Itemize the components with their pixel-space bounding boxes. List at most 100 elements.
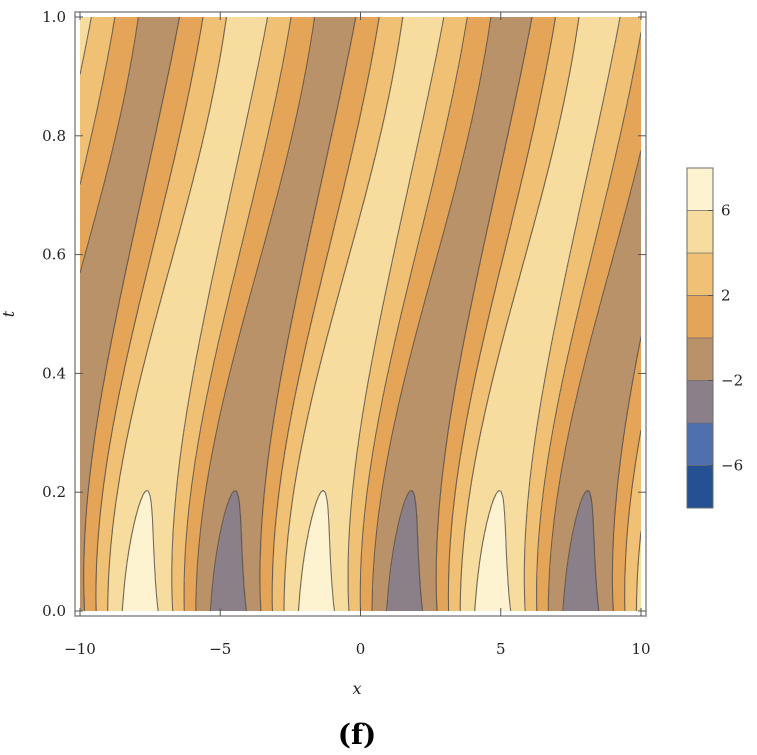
contour-band-cell (541, 509, 557, 513)
contour-band-cell (144, 286, 166, 289)
contour-band-cell (466, 422, 484, 426)
contour-band-cell (388, 592, 423, 596)
contour-band-cell (111, 549, 130, 552)
contour-band-cell (576, 513, 594, 517)
contour-band-cell (305, 426, 362, 430)
contour-band-cell (127, 266, 149, 269)
contour-band-cell (349, 543, 363, 546)
contour-band-cell (188, 406, 206, 410)
contour-band-cell (80, 563, 85, 566)
contour-band-cell (172, 594, 185, 598)
contour-band-cell (355, 232, 399, 235)
contour-band-cell (202, 515, 225, 519)
contour-band-cell (194, 371, 213, 374)
contour-band-cell (92, 460, 108, 463)
contour-band-cell (104, 486, 120, 489)
contour-band-cell (272, 592, 285, 596)
contour-band-cell (483, 539, 508, 542)
contour-band-cell (272, 432, 289, 435)
contour-band-cell (377, 331, 398, 334)
contour-band-cell (307, 341, 327, 344)
contour-band-cell (560, 474, 620, 477)
contour-band-cell (372, 604, 388, 608)
contour-band-cell (211, 602, 247, 606)
contour-band-cell (166, 280, 213, 283)
contour-band-cell (479, 436, 537, 439)
contour-band-cell (343, 276, 390, 279)
contour-band-cell (403, 210, 428, 214)
contour-band-cell (335, 307, 383, 311)
contour-band-cell (139, 383, 193, 386)
contour-band-cell (394, 545, 420, 548)
contour-band-cell (80, 369, 107, 372)
contour-band-cell (461, 351, 482, 354)
contour-band-cell (469, 311, 491, 315)
contour-band-cell (489, 218, 514, 222)
contour-band-cell (524, 598, 538, 602)
contour-band-cell (246, 311, 294, 315)
contour-band-cell (88, 499, 103, 503)
contour-band-cell (80, 220, 95, 224)
contour-band-cell (556, 410, 575, 414)
contour-band-cell (317, 497, 328, 501)
contour-band-cell (626, 418, 641, 422)
contour-band-cell (313, 220, 336, 224)
contour-band-cell (460, 604, 477, 608)
contour-band-cell (595, 236, 620, 239)
contour-band-cell (604, 288, 641, 291)
contour-band-cell (613, 547, 628, 550)
contour-band-cell (549, 569, 568, 572)
contour-band-cell (419, 565, 438, 568)
contour-band-cell (80, 573, 85, 576)
contour-band-cell (92, 462, 108, 465)
contour-band-cell (80, 533, 86, 536)
contour-band-cell (212, 589, 246, 592)
contour-band-cell (223, 400, 278, 404)
contour-band-cell (460, 587, 478, 590)
contour-band-cell (593, 535, 615, 538)
contour-band-cell (334, 226, 358, 230)
contour-band-cell (221, 329, 242, 333)
contour-band-cell (332, 581, 349, 584)
contour-band-cell (473, 470, 533, 473)
contour-band-cell (157, 594, 173, 598)
contour-band-cell (284, 604, 300, 608)
contour-band-cell (538, 543, 553, 546)
contour-band-cell (537, 561, 552, 564)
contour-band-cell (110, 559, 129, 562)
contour-band-cell (580, 501, 593, 505)
contour-band-cell (208, 478, 267, 481)
contour-band-cell (437, 539, 452, 542)
contour-band-cell (432, 272, 480, 275)
contour-band-cell (579, 385, 633, 388)
contour-band-cell (481, 349, 502, 352)
contour-band-cell (479, 565, 509, 568)
contour-band-cell (280, 486, 295, 489)
contour-band-cell (389, 581, 422, 584)
contour-band-cell (334, 604, 350, 608)
contour-band-cell (201, 333, 221, 336)
contour-band-cell (550, 561, 569, 564)
contour-band-cell (222, 325, 243, 329)
contour-band-cell (334, 309, 383, 313)
contour-band-cell (309, 408, 364, 412)
contour-band-cell (508, 317, 558, 321)
contour-band-cell (486, 230, 511, 234)
contour-band-cell (120, 480, 179, 483)
contour-band-cell (457, 476, 474, 479)
contour-band-cell (176, 492, 192, 495)
plot-area (80, 17, 641, 611)
contour-band-cell (374, 444, 391, 447)
contour-band-cell (437, 549, 452, 552)
contour-band-cell (318, 294, 339, 297)
contour-band-cell (212, 591, 246, 594)
contour-band-cell (457, 478, 474, 481)
contour-band-cell (315, 210, 339, 214)
contour-band-cell (101, 511, 116, 515)
contour-band-cell (84, 569, 98, 572)
contour-band-cell (241, 517, 263, 521)
contour-band-cell (203, 416, 221, 420)
contour-band-cell (524, 553, 539, 556)
contour-band-cell (440, 244, 485, 247)
contour-band-cell (110, 563, 128, 566)
